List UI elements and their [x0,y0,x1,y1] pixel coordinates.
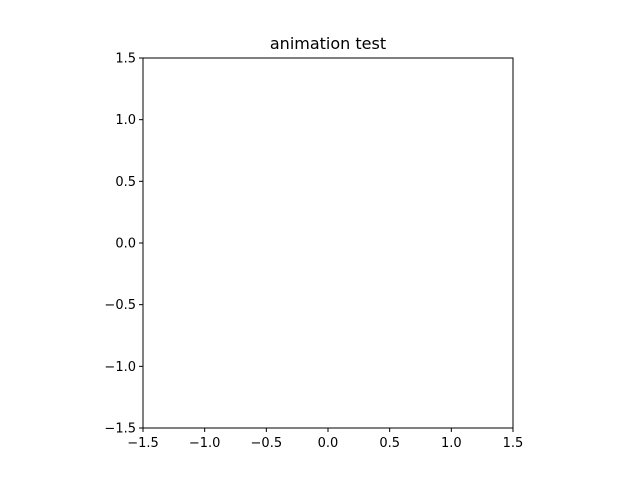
x-tick-label: 0.0 [318,436,339,451]
x-tick-label: −1.5 [127,436,159,451]
y-tick-label: 0.5 [115,175,136,190]
y-tick-label: 1.0 [115,113,136,128]
x-tick-label: 0.5 [379,436,400,451]
x-axis-ticks: −1.5 −1.0 −0.5 0.0 0.5 1.0 1.5 [127,428,523,451]
y-tick-label: −0.5 [104,298,136,313]
y-tick-label: 1.5 [115,52,136,67]
y-tick-label: −1.0 [104,360,136,375]
x-tick-label: 1.5 [503,436,524,451]
chart-title: animation test [270,34,386,53]
y-axis-ticks: −1.5 −1.0 −0.5 0.0 0.5 1.0 1.5 [104,52,143,437]
y-tick-label: 0.0 [115,237,136,252]
x-tick-label: −0.5 [251,436,283,451]
y-tick-label: −1.5 [104,422,136,437]
x-tick-label: −1.0 [189,436,221,451]
x-tick-label: 1.0 [441,436,462,451]
axes-frame [142,57,514,429]
